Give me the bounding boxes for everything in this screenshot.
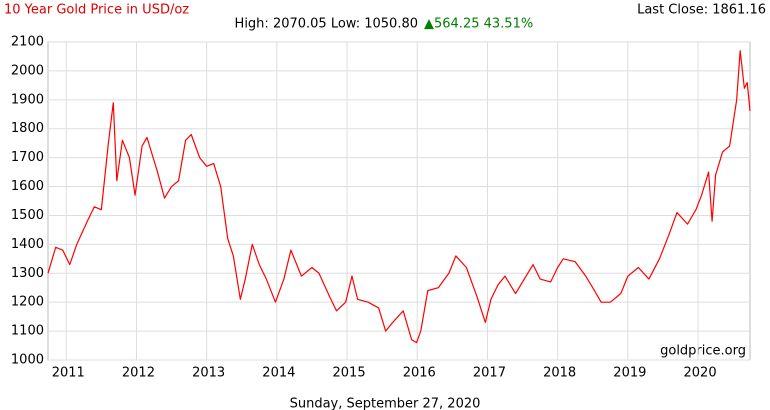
plot-area (47, 41, 751, 361)
x-tick-label: 2014 (262, 366, 295, 381)
source: goldprice.org (660, 344, 746, 359)
x-tick-label: 2012 (122, 366, 155, 381)
x-tick-label: 2011 (52, 366, 85, 381)
x-tick-label: 2018 (543, 366, 576, 381)
y-tick-label: 1200 (11, 295, 44, 310)
x-tick-label: 2020 (684, 366, 717, 381)
y-tick-label: 1500 (11, 208, 44, 223)
y-tick-label: 1300 (11, 266, 44, 281)
price-line (47, 50, 751, 344)
x-tick-label: 2017 (473, 366, 506, 381)
y-tick-label: 1800 (11, 121, 44, 136)
high-low: High: 2070.05 Low: 1050.80 (235, 17, 418, 32)
x-tick-label: 2015 (333, 366, 366, 381)
last-close: Last Close: 1861.16 (637, 3, 766, 18)
x-tick-label: 2019 (613, 366, 646, 381)
y-tick-label: 2100 (11, 35, 44, 50)
change: ▲564.25 43.51% (424, 17, 533, 32)
y-tick-label: 1900 (11, 92, 44, 107)
y-tick-label: 1700 (11, 150, 44, 165)
y-tick-label: 1400 (11, 237, 44, 252)
y-tick-label: 2000 (11, 63, 44, 78)
y-tick-label: 1000 (11, 353, 44, 368)
x-tick-label: 2013 (192, 366, 225, 381)
y-tick-label: 1600 (11, 179, 44, 194)
x-tick-label: 2016 (403, 366, 436, 381)
chart-title: 10 Year Gold Price in USD/oz (4, 3, 189, 18)
y-tick-label: 1100 (11, 324, 44, 339)
date: Sunday, September 27, 2020 (290, 397, 481, 410)
